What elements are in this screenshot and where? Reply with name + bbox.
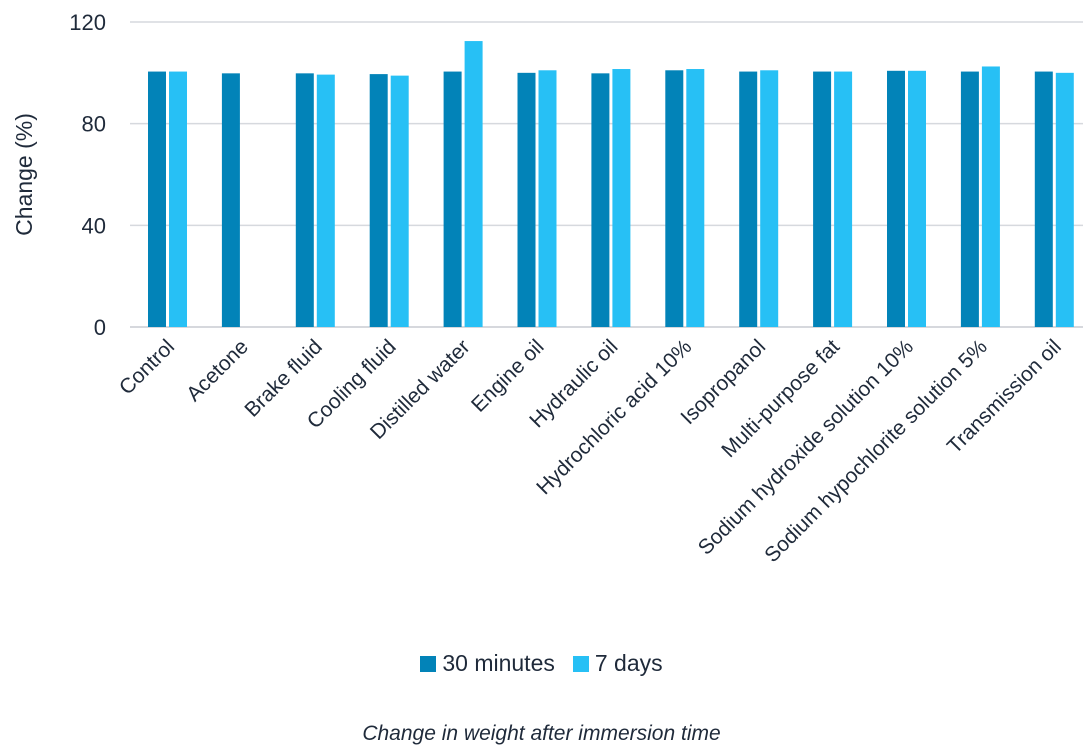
legend-swatch [420, 655, 437, 672]
bar-7-days [390, 75, 409, 327]
bar-30-minutes [813, 71, 832, 327]
legend-item-30-minutes[interactable]: 30 minutes [420, 650, 555, 677]
bar-7-days [464, 41, 483, 327]
bar-7-days [686, 69, 705, 327]
legend: 30 minutes 7 days [0, 650, 1083, 677]
legend-swatch [572, 655, 589, 672]
legend-label: 7 days [594, 650, 663, 676]
y-tick-label: 80 [82, 112, 106, 137]
bar-7-days [169, 71, 187, 327]
y-tick-label: 0 [94, 315, 106, 340]
bar-7-days [834, 71, 853, 327]
bars [148, 41, 1074, 328]
bar-30-minutes [148, 71, 166, 327]
bar-7-days [760, 70, 779, 328]
bar-7-days [612, 69, 631, 327]
category-label: Control [115, 335, 179, 399]
chart-caption: Change in weight after immersion time [362, 722, 721, 745]
y-tick-label: 40 [82, 213, 106, 238]
bar-30-minutes [443, 71, 462, 327]
y-tick-label: 120 [69, 10, 106, 35]
legend-label: 30 minutes [442, 650, 555, 676]
bar-30-minutes [295, 73, 314, 327]
bar-7-days [1055, 72, 1074, 327]
y-axis-title: Change (%) [11, 113, 37, 236]
bar-30-minutes [739, 71, 758, 327]
bar-30-minutes [960, 71, 979, 327]
bar-30-minutes [665, 70, 684, 328]
bar-7-days [538, 70, 557, 328]
legend-item-7-days[interactable]: 7 days [572, 650, 663, 677]
bar-30-minutes [887, 70, 905, 328]
y-axis-tick-labels: 0 40 80 120 [69, 10, 106, 340]
category-label: Hydrochloric acid 10% [532, 335, 696, 499]
bar-7-days [981, 66, 1000, 328]
category-label: Acetone [182, 335, 253, 406]
bar-30-minutes [369, 74, 388, 328]
bar-30-minutes [591, 73, 610, 327]
bar-7-days [316, 74, 335, 327]
bar-30-minutes [517, 72, 536, 327]
bar-30-minutes [1034, 71, 1053, 327]
bar-chart: 0 40 80 120 Change (%) Control AcetoneBrake … [11, 10, 1083, 567]
bar-30-minutes [221, 73, 240, 327]
bar-7-days [908, 70, 926, 328]
